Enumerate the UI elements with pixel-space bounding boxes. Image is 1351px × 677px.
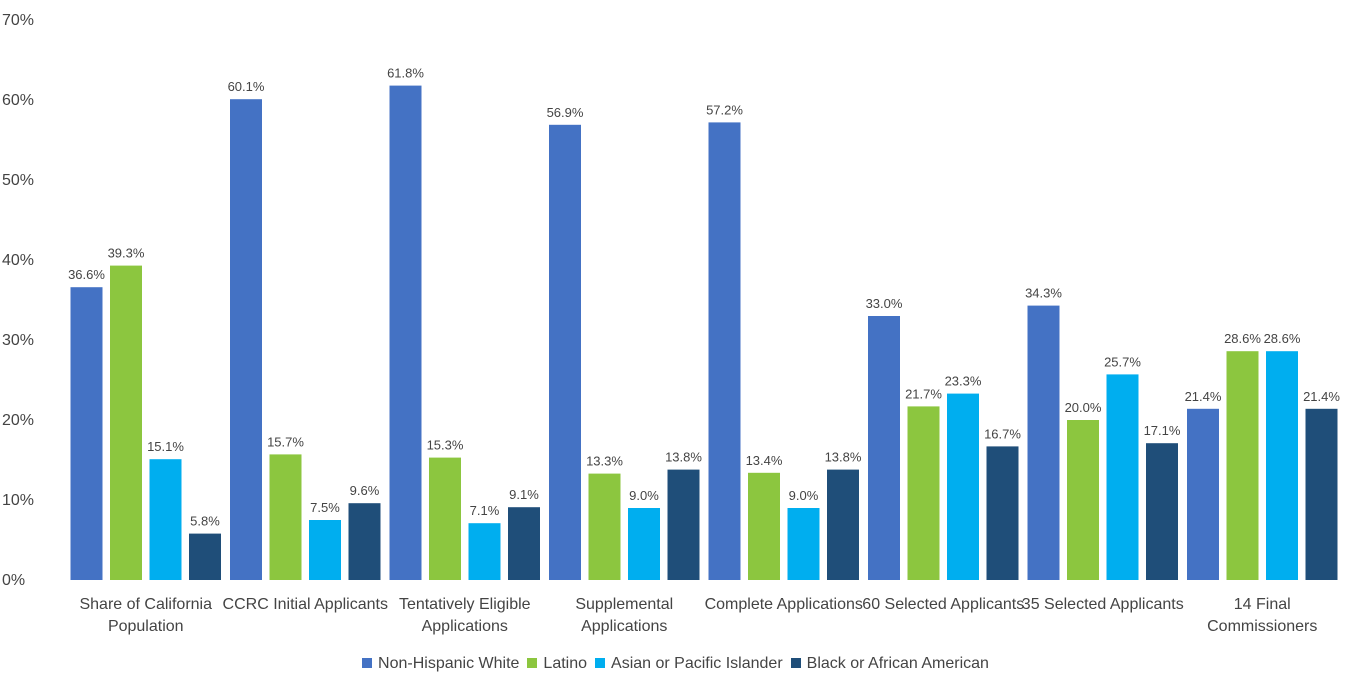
data-label: 60.1% (228, 79, 265, 94)
bar (1266, 351, 1298, 580)
bar (667, 469, 700, 580)
data-label: 39.3% (108, 246, 145, 261)
bar (827, 469, 859, 580)
data-label: 16.7% (984, 426, 1021, 441)
data-label: 21.4% (1185, 389, 1222, 404)
bar (348, 503, 381, 580)
legend-item: Black or African American (790, 655, 989, 673)
bar (1027, 305, 1060, 580)
y-tick-label: 60% (2, 92, 34, 109)
legend-item: Latino (527, 655, 587, 673)
bar (1106, 374, 1139, 580)
data-label: 9.6% (350, 483, 380, 498)
bar (907, 406, 940, 580)
data-label: 33.0% (866, 296, 903, 311)
legend-label: Black or African American (806, 655, 989, 672)
data-label: 9.1% (509, 487, 539, 502)
x-tick-label: 35 Selected Applicants (1021, 596, 1184, 613)
data-label: 23.3% (945, 374, 982, 389)
y-tick-label: 70% (2, 12, 34, 29)
x-tick-label: 60 Selected Applicants (862, 596, 1025, 613)
bar (1146, 443, 1178, 580)
bar (110, 265, 142, 580)
data-label: 7.5% (310, 500, 340, 515)
y-tick-label: 50% (2, 172, 34, 189)
bar (429, 457, 461, 580)
data-label: 13.8% (825, 450, 862, 465)
legend: Non-Hispanic White Latino Asian or Pacific… (0, 655, 1351, 673)
y-tick-label: 40% (2, 252, 34, 269)
data-label: 56.9% (547, 105, 584, 120)
bar (868, 316, 900, 580)
data-label: 57.2% (706, 102, 743, 117)
legend-swatch (595, 658, 606, 668)
bar (508, 507, 540, 580)
x-tick-label: Share of California Population (79, 596, 212, 635)
data-label: 15.7% (267, 434, 304, 449)
y-tick-label: 0% (2, 572, 25, 589)
data-label: 13.8% (665, 450, 702, 465)
legend-label: Non-Hispanic White (378, 655, 520, 672)
data-label: 28.6% (1224, 331, 1261, 346)
data-label: 7.1% (470, 503, 500, 518)
bar (1067, 420, 1099, 580)
x-tick-label: Complete Applications (704, 596, 863, 613)
x-tick-label: 14 Final Commissioners (1207, 596, 1318, 635)
bar (748, 472, 780, 580)
data-label: 5.8% (190, 514, 220, 529)
bar (189, 533, 221, 580)
data-label: 15.3% (427, 438, 464, 453)
data-label: 34.3% (1025, 286, 1062, 301)
data-label: 9.0% (629, 488, 659, 503)
legend-swatch (527, 658, 538, 668)
data-label: 15.1% (147, 439, 184, 454)
legend-label: Asian or Pacific Islander (611, 655, 783, 672)
bar (1305, 408, 1338, 580)
data-label: 25.7% (1104, 354, 1141, 369)
data-label: 9.0% (789, 488, 819, 503)
bar (1187, 408, 1219, 580)
legend-swatch (362, 658, 373, 668)
y-tick-label: 30% (2, 332, 34, 349)
x-tick-label: Tentatively Eligible Applications (398, 596, 531, 635)
bar (947, 393, 979, 580)
bar (986, 446, 1019, 580)
bar (628, 508, 660, 580)
bar (787, 508, 820, 580)
bar (149, 459, 182, 580)
bar (1226, 351, 1259, 580)
data-label: 13.3% (586, 454, 623, 469)
data-label: 20.0% (1065, 400, 1102, 415)
bar (588, 473, 621, 580)
bar (230, 99, 262, 580)
x-tick-label: Supplemental Applications (575, 596, 674, 635)
data-label: 28.6% (1264, 331, 1301, 346)
data-label: 61.8% (387, 66, 424, 81)
bar (269, 454, 302, 580)
data-label: 17.1% (1144, 423, 1181, 438)
data-label: 13.4% (746, 453, 783, 468)
x-tick-label: CCRC Initial Applicants (222, 596, 388, 613)
bar (389, 85, 422, 580)
data-label: 21.4% (1303, 389, 1340, 404)
bar (549, 124, 581, 581)
data-label: 21.7% (905, 386, 942, 401)
legend-item: Asian or Pacific Islander (595, 655, 783, 673)
bar (70, 287, 103, 580)
y-tick-label: 10% (2, 492, 34, 509)
legend-item: Non-Hispanic White (362, 655, 519, 673)
y-tick-label: 20% (2, 412, 34, 429)
bar (468, 523, 501, 580)
legend-swatch (790, 658, 801, 668)
bar (708, 122, 741, 581)
data-label: 36.6% (68, 267, 105, 282)
legend-label: Latino (543, 655, 588, 672)
bar (309, 520, 341, 580)
